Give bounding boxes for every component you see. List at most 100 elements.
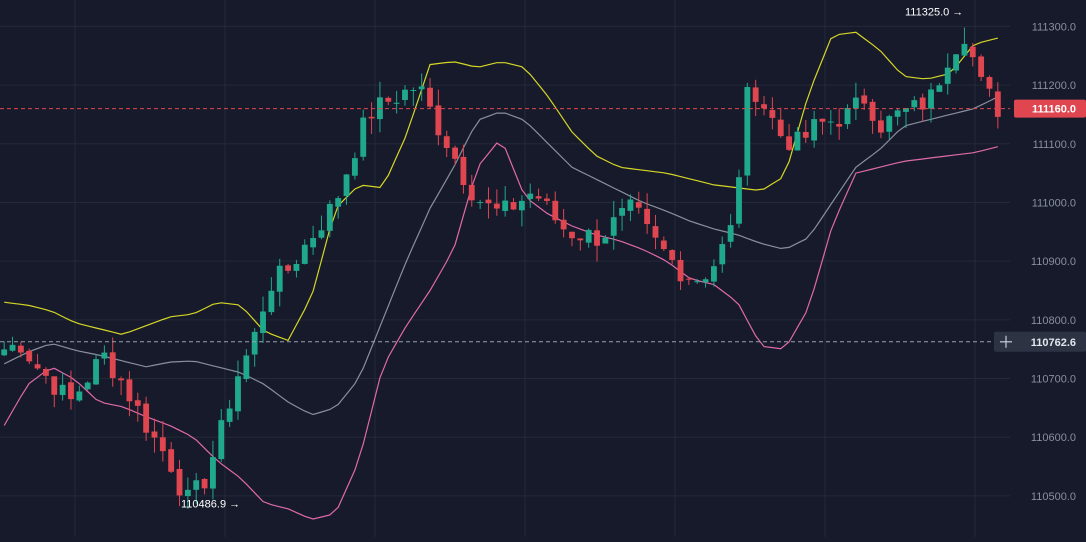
candle-body [201,478,208,489]
candle [736,169,742,228]
candle-body [736,177,742,224]
candle-body [811,119,818,141]
candle-body [535,196,542,199]
candle [852,82,859,121]
candle [93,354,99,385]
candle-body [251,331,258,355]
crosshair-plus-icon[interactable] [1000,335,1012,348]
candle-body [702,279,709,283]
candle-body [869,101,876,121]
candle [118,376,124,396]
candle [318,215,325,240]
candle [702,277,709,288]
candle-body [51,376,58,395]
candle [26,348,33,365]
candle-body [677,259,684,282]
candle-body [836,123,843,127]
grid-lines [0,0,1010,537]
y-tick-label: 110700.0 [1031,374,1076,386]
candle [694,278,701,284]
price-axis[interactable]: 111300.0 111200.0 111100.0 111000.0 110900.0… [994,21,1086,503]
candle-body [193,480,200,490]
candle [427,78,433,109]
candle [602,235,609,244]
candle-body [151,431,158,438]
candle [143,396,150,441]
candle-body [402,89,408,101]
candle [953,54,959,74]
candle-body [986,77,993,89]
candle [184,477,191,509]
candle [393,90,400,114]
candle [168,441,175,473]
candle [510,198,517,211]
candle-body [109,352,116,379]
candle-body [43,368,49,376]
candle [9,336,16,352]
candle-body [393,102,400,104]
candle-body [903,108,909,112]
bollinger-bands [3,31,999,520]
candle-body [919,97,926,110]
candle [819,118,826,135]
middle-band-line [3,96,999,416]
candle [226,399,233,428]
candle [911,96,918,112]
candle [410,87,417,106]
candle-body [502,200,509,211]
candle-body [310,238,317,248]
candle-body [585,229,592,243]
candle [335,195,342,219]
candle-body [143,403,150,433]
candle-body [610,217,617,236]
candle [377,81,383,133]
candle [460,144,467,194]
candle [577,238,584,251]
candle-body [385,97,392,102]
candle [518,195,525,227]
candle [978,54,985,82]
candle-body [894,110,901,117]
candle-body [969,46,976,58]
candle [76,385,83,402]
candle [635,191,642,214]
candle [761,96,767,116]
candle [218,408,225,462]
candle-body [594,230,600,246]
candle [886,114,893,140]
candle-body [59,384,66,396]
candle [343,173,350,205]
candle [151,418,158,453]
candle [869,99,876,134]
candle-body [961,43,968,56]
candle-body [852,97,859,109]
candle [502,185,509,217]
candle-body [911,100,918,108]
candle-body [318,230,325,238]
candle-body [878,120,884,133]
price-lines: 111325.0 → 110486.9 → [0,7,1010,511]
candle [485,187,492,219]
candle-body [84,382,91,390]
candle [878,110,884,139]
low-marker-label: 110486.9 → [181,499,240,511]
current-price-label: 111160.0 [1032,104,1076,116]
candle [17,341,24,358]
candle [752,79,759,117]
candle-body [243,355,250,380]
candle [201,478,208,495]
candle-body [627,199,634,211]
candle [43,367,49,384]
candle-body [544,198,550,201]
candle [711,259,717,287]
candle [210,440,216,500]
candle-body [343,174,350,197]
candle [994,82,1001,129]
candle-body [577,238,584,241]
candle-body [694,281,701,283]
candle-body [819,118,826,122]
candle [493,189,500,216]
candle-body [235,376,241,412]
